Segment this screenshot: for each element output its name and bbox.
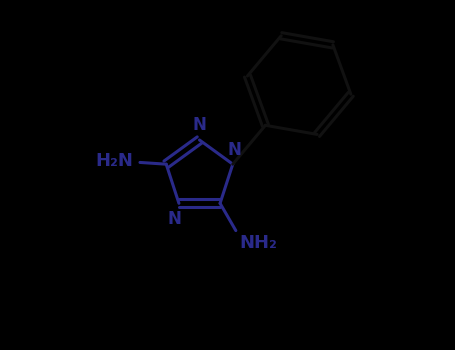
Text: NH₂: NH₂ — [239, 234, 277, 252]
Text: N: N — [168, 210, 182, 228]
Text: N: N — [228, 141, 242, 159]
Text: H₂N: H₂N — [95, 152, 133, 170]
Text: N: N — [192, 116, 207, 134]
